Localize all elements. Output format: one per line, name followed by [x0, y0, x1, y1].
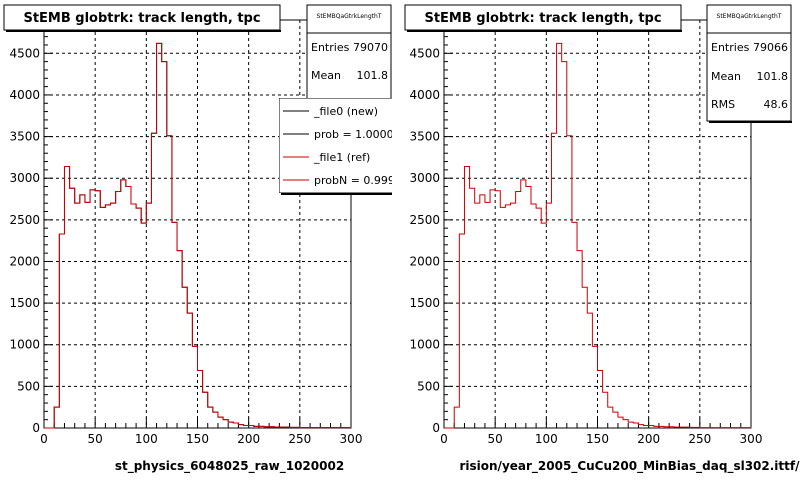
stats-name: StEMBQaGtrkLengthT: [317, 13, 382, 20]
y-tick-label: 0: [32, 421, 40, 435]
y-tick-label: 4500: [409, 46, 440, 60]
x-tick-label: 150: [186, 432, 209, 446]
x-tick-label: 300: [740, 432, 763, 446]
title-box: [3, 4, 281, 31]
x-tick-label: 200: [237, 432, 260, 446]
histogram-series-1: [444, 42, 752, 429]
y-tick-label: 4000: [409, 88, 440, 102]
legend: _file0 (new) prob = 1.000000 _file1 (ref) p…: [279, 98, 416, 193]
y-tick-label: 500: [417, 379, 440, 393]
stats-value: 79070: [353, 41, 388, 54]
stats-box: [706, 4, 792, 122]
x-tick-label: 150: [586, 432, 609, 446]
stats-label: Entries: [711, 41, 750, 54]
stats-name: StEMBQaGtrkLengthT: [717, 13, 782, 20]
y-tick-label: 2500: [409, 213, 440, 227]
y-tick-label: 1000: [409, 338, 440, 352]
x-tick-label: 250: [688, 432, 711, 446]
x-tick-label: 0: [40, 432, 48, 446]
chart-title: StEMB globtrk: track length, tpc: [23, 11, 260, 26]
chart-panel-1: 0 50 100 150 200 250 3000500100015002000250030…: [3, 4, 416, 474]
stats-label: Mean: [311, 69, 341, 82]
x-axis-label: rision/year_2005_CuCu200_MinBias_daq_sl3…: [459, 459, 800, 474]
stats-label: Entries: [311, 41, 350, 54]
y-tick-label: 3000: [9, 171, 40, 185]
stats-value: 48.6: [764, 98, 789, 111]
stats-box: [306, 4, 392, 102]
y-tick-label: 4000: [9, 88, 40, 102]
y-tick-label: 4500: [9, 46, 40, 60]
legend-label: probN = 0.999963: [314, 174, 416, 187]
legend-label: _file1 (ref): [313, 151, 370, 164]
x-tick-label: 200: [637, 432, 660, 446]
x-tick-label: 100: [535, 432, 558, 446]
y-tick-label: 0: [432, 421, 440, 435]
y-tick-label: 3500: [409, 130, 440, 144]
y-tick-label: 500: [17, 379, 40, 393]
y-tick-label: 2000: [409, 254, 440, 268]
stats-label: Mean: [711, 70, 741, 83]
y-tick-label: 3000: [409, 171, 440, 185]
legend-label: _file0 (new): [313, 105, 378, 118]
stats-value: 101.8: [757, 70, 789, 83]
chart-title: StEMB globtrk: track length, tpc: [424, 11, 661, 26]
histogram-series-1: [44, 42, 352, 429]
y-tick-label: 1000: [9, 338, 40, 352]
x-tick-label: 50: [88, 432, 103, 446]
y-tick-label: 1500: [9, 296, 40, 310]
x-tick-label: 0: [440, 432, 448, 446]
x-tick-label: 50: [488, 432, 503, 446]
title-box: [404, 4, 682, 31]
stats-value: 101.8: [357, 69, 389, 82]
y-tick-label: 3500: [9, 130, 40, 144]
x-tick-label: 300: [340, 432, 363, 446]
x-tick-label: 100: [135, 432, 158, 446]
y-tick-label: 2500: [9, 213, 40, 227]
chart-panel-2: 0 50 100 150 200 250 3000500100015002000250030…: [404, 4, 800, 474]
y-tick-label: 2000: [9, 254, 40, 268]
y-tick-label: 1500: [409, 296, 440, 310]
legend-label: prob = 1.000000: [314, 128, 408, 141]
stats-value: 79066: [753, 41, 788, 54]
legend-box: [279, 98, 392, 193]
stats-label: RMS: [711, 98, 735, 111]
x-tick-label: 250: [288, 432, 311, 446]
x-axis-label: st_physics_6048025_raw_1020002: [115, 459, 344, 474]
